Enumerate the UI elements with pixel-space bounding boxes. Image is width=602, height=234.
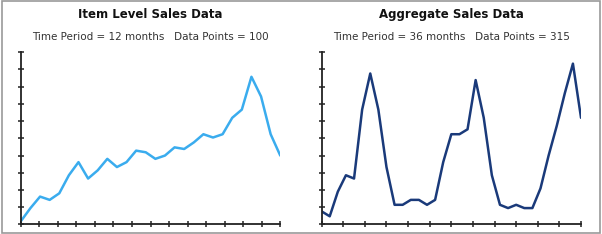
Text: Item Level Sales Data: Item Level Sales Data <box>78 8 223 21</box>
Text: Aggregate Sales Data: Aggregate Sales Data <box>379 8 524 21</box>
Text: Time Period = 12 months   Data Points = 100: Time Period = 12 months Data Points = 10… <box>33 32 269 42</box>
Text: Time Period = 36 months   Data Points = 315: Time Period = 36 months Data Points = 31… <box>333 32 569 42</box>
